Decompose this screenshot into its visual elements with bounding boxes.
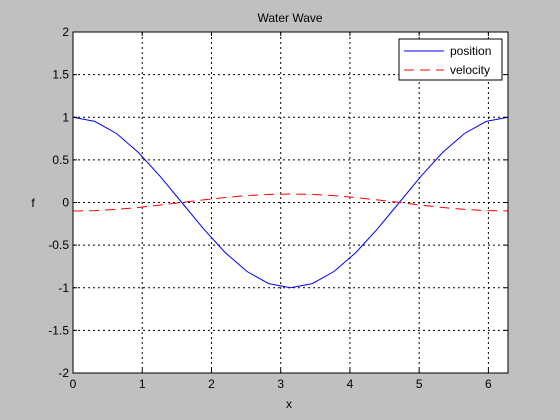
series-line-velocity <box>72 193 509 212</box>
y-tick-label: 0.5 <box>52 153 69 167</box>
x-tick-label: 4 <box>347 377 354 391</box>
y-tick-label: 1 <box>62 110 69 124</box>
y-tick-label: 0 <box>62 196 69 210</box>
y-tick-label: 2 <box>62 25 69 39</box>
y-tick-label: 1.5 <box>52 68 69 82</box>
chart-title: Water Wave <box>257 11 322 25</box>
series-lines <box>72 116 509 289</box>
x-tick-label: 2 <box>208 377 215 391</box>
x-axis-label: x <box>286 397 292 411</box>
x-tick-label: 0 <box>70 377 77 391</box>
x-tick-label: 1 <box>139 377 146 391</box>
y-tick-label: -0.5 <box>48 238 69 252</box>
plot-area <box>73 32 508 373</box>
x-tick-label: 6 <box>485 377 492 391</box>
series-line-position <box>72 116 509 289</box>
y-axis-label: f <box>31 196 35 210</box>
x-tick-label: 5 <box>416 377 423 391</box>
x-tick-label: 3 <box>277 377 284 391</box>
y-tick-label: -1.5 <box>48 323 69 337</box>
grid <box>73 32 508 373</box>
y-tick-labels: -2 -1.5 -1 -0.5 0 0.5 1 1.5 2 <box>48 25 69 380</box>
legend: position velocity <box>398 38 503 81</box>
y-tick-label: -1 <box>58 281 69 295</box>
legend-label-position: position <box>450 44 491 58</box>
x-tick-labels: 0 1 2 3 4 5 6 <box>70 377 492 391</box>
legend-label-velocity: velocity <box>450 63 490 77</box>
legend-box <box>398 38 503 81</box>
y-tick-label: -2 <box>58 366 69 380</box>
axis-ticks <box>72 31 508 374</box>
